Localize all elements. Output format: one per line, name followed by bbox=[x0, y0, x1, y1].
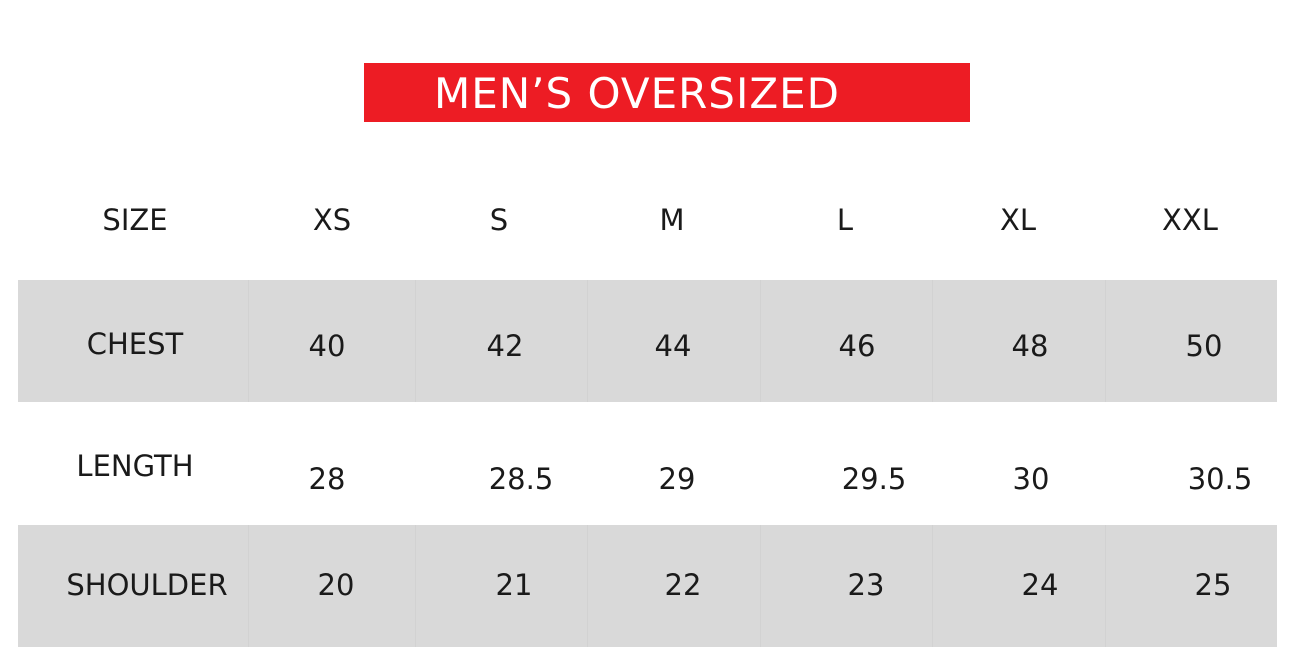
shoulder-cell: 22 bbox=[664, 568, 702, 602]
column-divider bbox=[248, 525, 249, 647]
length-cell: 28.5 bbox=[488, 462, 554, 496]
column-divider bbox=[932, 280, 933, 402]
header-label: SIZE bbox=[102, 203, 168, 237]
length-cell: 28 bbox=[308, 462, 346, 496]
header-cell: S bbox=[489, 203, 509, 237]
column-divider bbox=[1105, 280, 1106, 402]
shoulder-row-band bbox=[18, 525, 1277, 647]
length-cell: 29 bbox=[658, 462, 696, 496]
column-divider bbox=[415, 525, 416, 647]
column-divider bbox=[932, 525, 933, 647]
shoulder-cell: 25 bbox=[1194, 568, 1232, 602]
shoulder-cell: 23 bbox=[847, 568, 885, 602]
title-banner: MEN’S OVERSIZED bbox=[364, 63, 970, 122]
chest-cell: 44 bbox=[654, 329, 692, 363]
shoulder-cell: 21 bbox=[495, 568, 533, 602]
header-cell: XS bbox=[312, 203, 352, 237]
length-label: LENGTH bbox=[76, 449, 194, 483]
length-cell: 29.5 bbox=[841, 462, 907, 496]
column-divider bbox=[587, 525, 588, 647]
column-divider bbox=[248, 280, 249, 402]
chest-row-band bbox=[18, 280, 1277, 402]
header-cell: XL bbox=[999, 203, 1037, 237]
chest-cell: 50 bbox=[1185, 329, 1223, 363]
shoulder-cell: 20 bbox=[317, 568, 355, 602]
length-cell: 30.5 bbox=[1187, 462, 1253, 496]
chest-cell: 48 bbox=[1011, 329, 1049, 363]
chest-label: CHEST bbox=[86, 327, 184, 361]
chest-cell: 40 bbox=[308, 329, 346, 363]
header-cell: XXL bbox=[1162, 203, 1218, 237]
length-cell: 30 bbox=[1012, 462, 1050, 496]
chart-title: MEN’S OVERSIZED bbox=[433, 69, 841, 118]
shoulder-label: SHOULDER bbox=[66, 568, 228, 602]
header-cell: M bbox=[659, 203, 685, 237]
column-divider bbox=[415, 280, 416, 402]
chest-cell: 46 bbox=[838, 329, 876, 363]
column-divider bbox=[1105, 525, 1106, 647]
shoulder-cell: 24 bbox=[1021, 568, 1059, 602]
column-divider bbox=[587, 280, 588, 402]
column-divider bbox=[760, 280, 761, 402]
chest-cell: 42 bbox=[486, 329, 524, 363]
column-divider bbox=[760, 525, 761, 647]
header-cell: L bbox=[836, 203, 854, 237]
